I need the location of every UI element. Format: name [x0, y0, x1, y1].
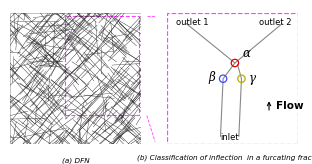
- Text: (a) DFN: (a) DFN: [62, 157, 90, 164]
- Text: Flow: Flow: [275, 101, 303, 111]
- Text: α: α: [243, 47, 251, 60]
- Bar: [65, 16, 139, 115]
- Text: γ: γ: [249, 72, 256, 85]
- Text: inlet: inlet: [220, 133, 239, 142]
- Text: outlet 2: outlet 2: [259, 18, 291, 27]
- Text: (b) Classification of inflection  in a furcating fracture: (b) Classification of inflection in a fu…: [138, 155, 312, 161]
- Text: outlet 1: outlet 1: [176, 18, 208, 27]
- Text: β: β: [208, 71, 215, 84]
